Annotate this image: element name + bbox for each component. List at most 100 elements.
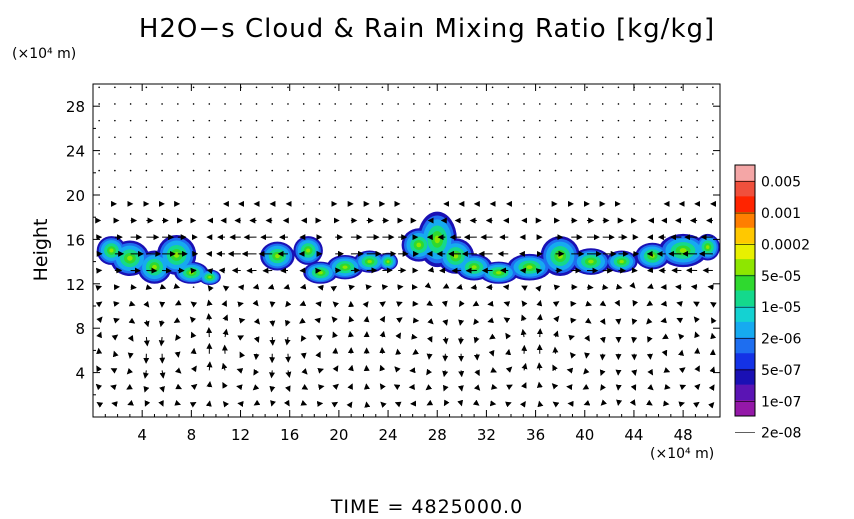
- wind-vector: [601, 103, 604, 105]
- cloud-blob: [705, 245, 710, 250]
- wind-vector: [177, 103, 179, 105]
- wind-vector: [441, 300, 448, 308]
- wind-vector: [239, 153, 242, 155]
- y-tick-label: 4: [75, 365, 85, 383]
- wind-vector: [458, 370, 465, 378]
- wind-vector: [396, 317, 403, 324]
- wind-vector: [238, 317, 246, 324]
- wind-vector: [601, 86, 604, 89]
- wind-vector: [380, 401, 387, 408]
- wind-vector: [491, 169, 494, 172]
- wind-vector: [381, 153, 384, 155]
- wind-vector: [396, 301, 403, 307]
- wind-vector: [647, 336, 653, 343]
- wind-vector: [617, 86, 620, 89]
- wind-vector: [631, 369, 638, 376]
- wind-vector: [456, 283, 463, 290]
- wind-vector: [538, 169, 541, 172]
- wind-vector: [523, 86, 525, 89]
- wind-vector: [350, 186, 352, 189]
- wind-vector: [680, 169, 683, 172]
- wind-vector: [523, 136, 525, 139]
- wind-vector: [712, 103, 714, 105]
- wind-vector: [570, 153, 573, 155]
- wind-vector: [114, 169, 116, 172]
- wind-vector: [301, 368, 308, 375]
- wind-vector: [300, 352, 307, 359]
- wind-vector: [566, 367, 574, 374]
- wind-vector: [664, 169, 667, 172]
- wind-vector: [127, 352, 134, 359]
- wind-vector: [586, 153, 588, 155]
- wind-vector: [173, 317, 181, 324]
- wind-vector: [206, 299, 213, 307]
- wind-vector: [428, 136, 431, 139]
- wind-vector: [206, 381, 213, 388]
- wind-vector: [660, 300, 668, 307]
- wind-vector: [538, 203, 541, 205]
- wind-vector: [397, 169, 399, 172]
- wind-vector: [460, 169, 462, 172]
- wind-vector: [397, 86, 399, 89]
- wind-vector: [236, 368, 244, 374]
- wind-vector: [536, 299, 543, 307]
- wind-vector: [145, 153, 148, 155]
- wind-vector: [521, 314, 527, 322]
- wind-vector: [712, 169, 714, 172]
- wind-vector: [507, 136, 510, 139]
- wind-vector: [442, 384, 449, 392]
- colorbar-swatch: [735, 384, 755, 401]
- x-tick-label: 40: [575, 426, 594, 444]
- wind-vector: [712, 119, 714, 122]
- wind-vector: [255, 136, 258, 139]
- wind-vector: [629, 399, 636, 406]
- wind-vector: [696, 86, 698, 89]
- wind-vector: [629, 282, 636, 289]
- wind-vector: [601, 136, 604, 139]
- wind-vector: [554, 86, 557, 89]
- wind-vector: [584, 352, 591, 359]
- wind-vector: [112, 350, 119, 358]
- wind-vector: [159, 385, 165, 393]
- wind-vector: [347, 364, 354, 372]
- wind-vector: [712, 186, 714, 189]
- x-tick-label: 24: [379, 426, 398, 444]
- cloud-blob: [109, 248, 114, 253]
- wind-vector: [569, 352, 577, 359]
- wind-vector: [584, 317, 592, 324]
- wind-vector: [314, 317, 321, 324]
- cloud-blob: [152, 264, 157, 270]
- wind-vector: [617, 119, 620, 122]
- colorbar-swatch: [735, 337, 755, 354]
- wind-vector: [413, 103, 415, 105]
- wind-vector: [379, 315, 386, 323]
- wind-vector: [649, 153, 651, 155]
- x-tick-label: 4: [137, 426, 147, 444]
- wind-vector: [253, 336, 260, 343]
- colorbar-swatch: [735, 180, 755, 197]
- y-tick-label: 20: [66, 187, 85, 205]
- wind-vector: [222, 285, 230, 292]
- wind-vector: [332, 347, 339, 354]
- wind-vector: [239, 351, 246, 359]
- wind-vector: [255, 186, 258, 189]
- wind-vector: [442, 370, 449, 378]
- wind-vector: [709, 366, 716, 374]
- wind-vector: [114, 136, 116, 139]
- wind-vector: [554, 136, 557, 139]
- wind-vector: [302, 153, 305, 155]
- wind-vector: [444, 169, 447, 172]
- wind-vector: [487, 300, 494, 307]
- y-tick-label: 16: [66, 231, 85, 249]
- wind-vector: [649, 169, 651, 172]
- wind-vector: [208, 169, 211, 172]
- wind-vector: [239, 136, 242, 139]
- wind-vector: [127, 400, 134, 406]
- wind-vector: [128, 300, 136, 307]
- wind-vector: [696, 186, 698, 189]
- wind-vector: [285, 300, 292, 308]
- wind-vector: [145, 186, 148, 189]
- cloud-field: [96, 211, 720, 285]
- wind-vector: [255, 103, 258, 105]
- wind-vector: [631, 318, 638, 325]
